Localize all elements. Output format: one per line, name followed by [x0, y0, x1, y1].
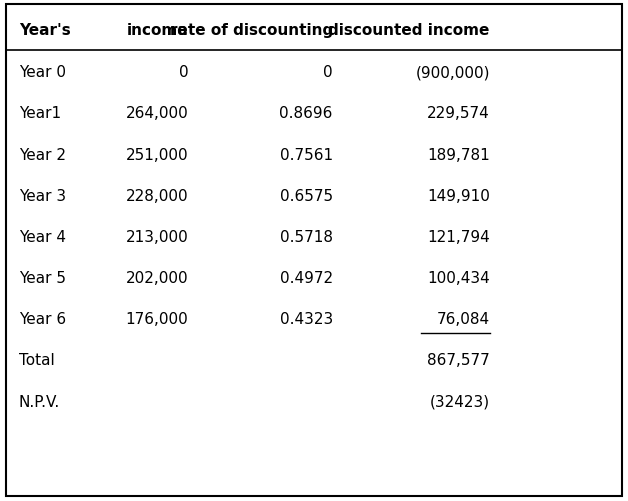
- Text: discounted income: discounted income: [328, 23, 490, 38]
- Text: 229,574: 229,574: [427, 106, 490, 121]
- Text: 0.7561: 0.7561: [279, 147, 333, 162]
- Text: 0.8696: 0.8696: [279, 106, 333, 121]
- FancyBboxPatch shape: [6, 5, 622, 496]
- Text: 202,000: 202,000: [126, 271, 188, 286]
- Text: 0.4323: 0.4323: [279, 312, 333, 327]
- Text: (32423): (32423): [430, 394, 490, 409]
- Text: N.P.V.: N.P.V.: [19, 394, 60, 409]
- Text: 0: 0: [179, 65, 188, 80]
- Text: Year 4: Year 4: [19, 229, 66, 244]
- Text: rate of discounting: rate of discounting: [170, 23, 333, 38]
- Text: 189,781: 189,781: [427, 147, 490, 162]
- Text: Year 3: Year 3: [19, 188, 66, 203]
- Text: 0.4972: 0.4972: [279, 271, 333, 286]
- Text: 264,000: 264,000: [126, 106, 188, 121]
- Text: 251,000: 251,000: [126, 147, 188, 162]
- Text: Year 2: Year 2: [19, 147, 66, 162]
- Text: Year 6: Year 6: [19, 312, 66, 327]
- Text: 149,910: 149,910: [427, 188, 490, 203]
- Text: 0.5718: 0.5718: [280, 229, 333, 244]
- Text: 228,000: 228,000: [126, 188, 188, 203]
- Text: 176,000: 176,000: [126, 312, 188, 327]
- Text: Year1: Year1: [19, 106, 61, 121]
- Text: 100,434: 100,434: [427, 271, 490, 286]
- Text: 121,794: 121,794: [427, 229, 490, 244]
- Text: 76,084: 76,084: [436, 312, 490, 327]
- Text: 0.6575: 0.6575: [279, 188, 333, 203]
- Text: 213,000: 213,000: [126, 229, 188, 244]
- Text: Year's: Year's: [19, 23, 70, 38]
- Text: Total: Total: [19, 353, 55, 368]
- Text: income: income: [127, 23, 188, 38]
- Text: 0: 0: [323, 65, 333, 80]
- Text: Year 0: Year 0: [19, 65, 66, 80]
- Text: (900,000): (900,000): [415, 65, 490, 80]
- Text: 867,577: 867,577: [427, 353, 490, 368]
- Text: Year 5: Year 5: [19, 271, 66, 286]
